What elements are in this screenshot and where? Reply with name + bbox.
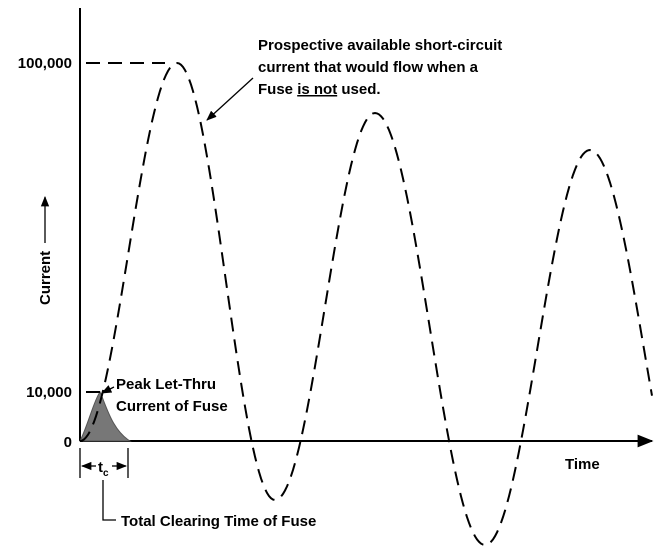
y-tick-label: 0 <box>64 434 72 451</box>
leader-line <box>102 480 116 521</box>
annotation-text: Fuse <box>258 81 293 98</box>
annotation-emphasis: is not <box>297 81 337 98</box>
annotation-text: Peak Let-Thru <box>116 376 216 393</box>
annotation-arrow <box>101 385 115 394</box>
y-tick-label: 10,000 <box>26 384 72 401</box>
tc-symbol: t <box>98 459 103 476</box>
let-thru-area <box>79 391 132 442</box>
annotation-arrow <box>206 77 254 121</box>
prospective-current-wave <box>79 61 653 546</box>
tc-label: tc <box>98 459 109 479</box>
y-tick-label: 100,000 <box>18 55 72 72</box>
annotation-text: Current of Fuse <box>116 398 228 415</box>
annotation-text: Total Clearing Time of Fuse <box>121 513 316 530</box>
annotation-text: Prospective available short-circuit <box>258 37 502 54</box>
tc-subscript: c <box>103 468 109 479</box>
annotation-text: used. <box>341 81 380 98</box>
annotation-text: current that would flow when a <box>258 59 479 76</box>
y-axis-label: Current <box>37 251 54 305</box>
x-axis-label: Time <box>565 456 600 473</box>
annotation-text: Fuse is not used. <box>258 81 381 98</box>
